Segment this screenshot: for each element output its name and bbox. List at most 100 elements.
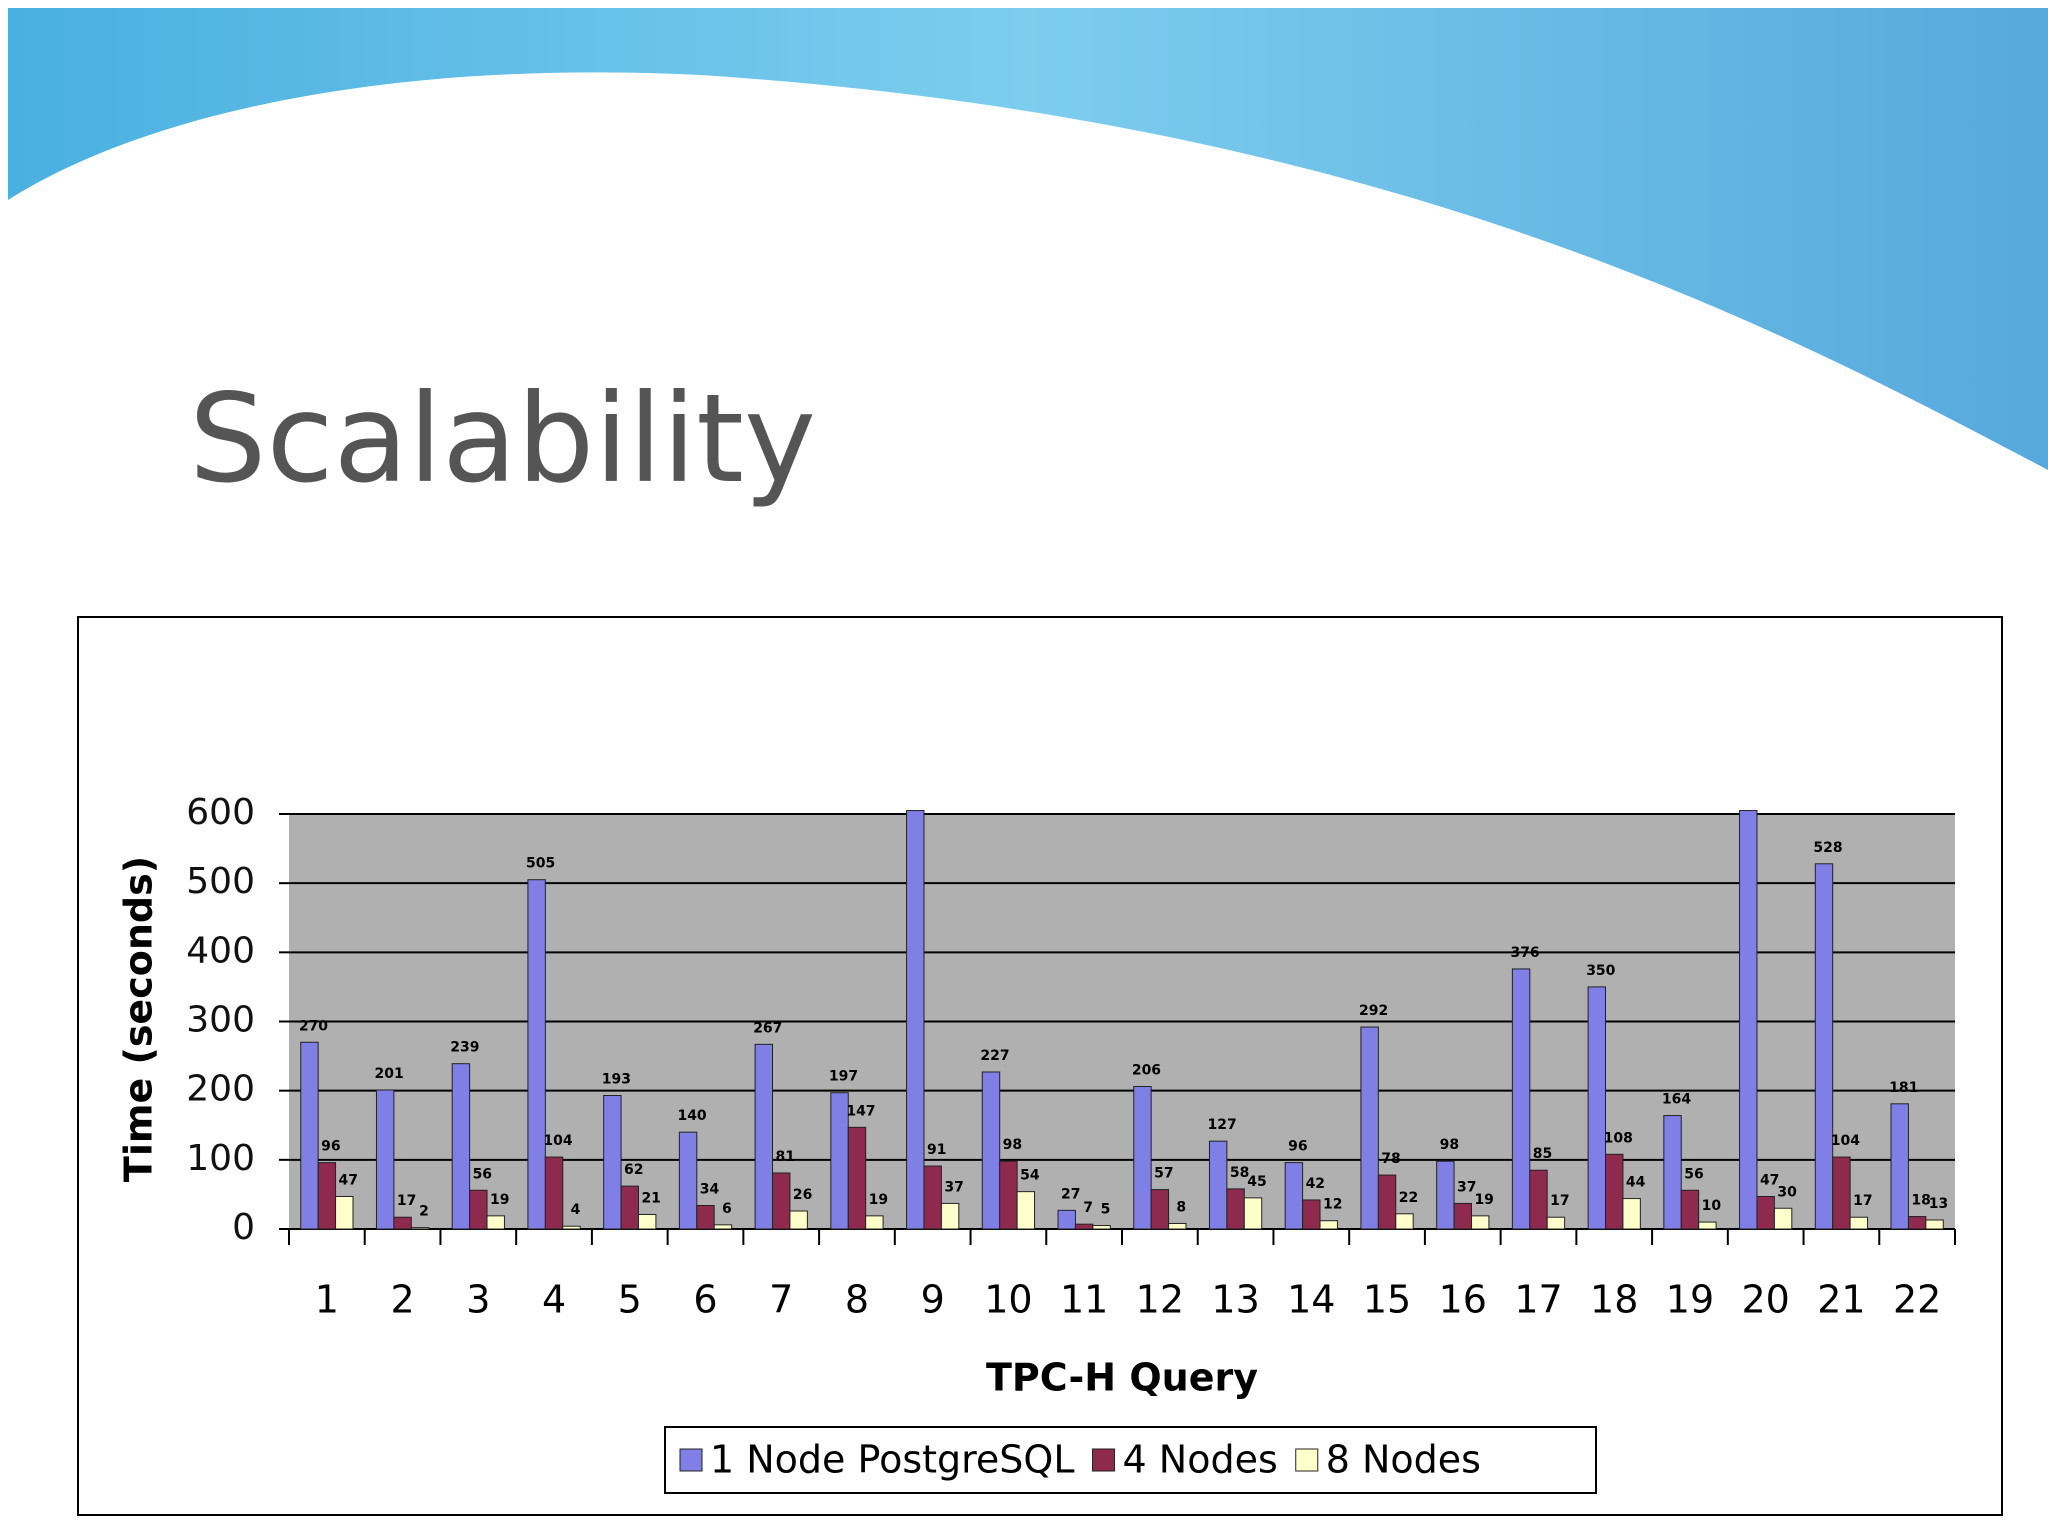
data-label: 270 [299, 1018, 328, 1034]
bar [678, 1131, 698, 1230]
data-label: 267 [753, 1020, 782, 1036]
y-tick-label: 400 [186, 930, 255, 971]
data-label: 147 [846, 1103, 875, 1119]
data-label: 22 [1399, 1190, 1418, 1206]
bar [562, 1225, 581, 1230]
bar [1395, 1213, 1414, 1230]
bar [1150, 1189, 1170, 1230]
bar [375, 1089, 395, 1230]
bar [335, 1195, 354, 1230]
bar [1605, 1153, 1624, 1230]
data-label: 140 [677, 1108, 706, 1124]
x-tick-label: 1 [315, 1278, 339, 1322]
data-label: 7 [1083, 1200, 1093, 1216]
data-label: 27 [1061, 1186, 1080, 1202]
data-label: 197 [829, 1069, 858, 1085]
data-label: 104 [543, 1133, 572, 1149]
data-label: 91 [927, 1142, 946, 1158]
bar [1453, 1202, 1472, 1230]
bar [906, 810, 925, 1230]
bar [300, 1041, 319, 1230]
y-tick-label: 300 [186, 1000, 255, 1041]
data-label: 96 [1288, 1139, 1307, 1155]
x-tick-label: 9 [921, 1278, 945, 1322]
bar [789, 1210, 808, 1230]
bar [1226, 1188, 1245, 1230]
bar [1756, 1195, 1775, 1230]
legend-swatch [1092, 1448, 1116, 1472]
data-label: 98 [1003, 1137, 1022, 1153]
bar [1511, 968, 1531, 1230]
bar [1890, 1103, 1909, 1230]
y-axis-title: Time (seconds) [117, 856, 161, 1182]
bar [847, 1126, 867, 1230]
bar [469, 1189, 488, 1230]
bar [981, 1071, 1001, 1230]
data-label: 44 [1626, 1175, 1646, 1191]
legend-swatch [1295, 1448, 1319, 1472]
header-swoosh [8, 8, 2048, 470]
data-label: 19 [1474, 1192, 1493, 1208]
data-label: 56 [473, 1166, 492, 1182]
x-tick-label: 6 [693, 1278, 717, 1322]
bar [1284, 1162, 1304, 1230]
data-label: 17 [397, 1193, 416, 1209]
data-label: 104 [1831, 1133, 1860, 1149]
data-label: 127 [1208, 1117, 1237, 1133]
bar [865, 1215, 884, 1230]
data-label: 34 [700, 1181, 720, 1197]
data-label: 19 [869, 1192, 888, 1208]
chart: 0100200300400500600270201239505193140267… [117, 792, 1956, 1494]
bar [1663, 1115, 1682, 1230]
bar [486, 1215, 505, 1230]
bar [1436, 1160, 1455, 1230]
data-label: 42 [1306, 1176, 1325, 1192]
y-tick-label: 100 [186, 1138, 255, 1179]
bar [940, 1202, 960, 1230]
bar [544, 1156, 564, 1230]
x-tick-label: 7 [769, 1278, 793, 1322]
bar [1546, 1216, 1566, 1230]
data-label: 19 [490, 1192, 509, 1208]
y-tick-label: 500 [186, 861, 255, 902]
legend-box [664, 1426, 1597, 1494]
x-tick-label: 12 [1136, 1278, 1184, 1322]
x-tick-label: 18 [1590, 1278, 1638, 1322]
bar [527, 879, 546, 1230]
data-label: 96 [321, 1139, 340, 1155]
bar [1470, 1215, 1490, 1230]
data-label: 4 [571, 1202, 581, 1218]
bar [1587, 986, 1607, 1230]
slide-title: Scalability [189, 368, 816, 510]
bar [696, 1204, 715, 1230]
x-tick-label: 19 [1666, 1278, 1714, 1322]
data-label: 98 [1440, 1137, 1459, 1153]
legend-label: 1 Node PostgreSQL [710, 1438, 1075, 1482]
bar [923, 1165, 942, 1230]
bar [1168, 1222, 1187, 1230]
x-tick-label: 13 [1211, 1278, 1259, 1322]
data-label: 292 [1359, 1003, 1388, 1019]
x-tick-label: 14 [1287, 1278, 1335, 1322]
bar [1529, 1169, 1548, 1230]
swoosh-highlight [8, 72, 2048, 480]
data-label: 206 [1132, 1063, 1161, 1079]
x-tick-label: 5 [618, 1278, 642, 1322]
bar [1057, 1209, 1076, 1230]
bar [1208, 1140, 1228, 1230]
bar [1773, 1207, 1793, 1230]
bar [317, 1162, 337, 1230]
y-tick-label: 200 [186, 1069, 255, 1110]
bar [1092, 1225, 1111, 1230]
data-label: 37 [1457, 1179, 1476, 1195]
bar [637, 1213, 657, 1230]
data-label: 30 [1777, 1184, 1797, 1200]
x-tick-label: 10 [984, 1278, 1032, 1322]
x-axis-title: TPC-H Query [986, 1356, 1258, 1400]
bar [713, 1224, 733, 1230]
data-label: 10 [1702, 1198, 1722, 1214]
bar [1849, 1216, 1869, 1230]
data-label: 5 [1101, 1202, 1111, 1218]
bar [603, 1095, 622, 1230]
